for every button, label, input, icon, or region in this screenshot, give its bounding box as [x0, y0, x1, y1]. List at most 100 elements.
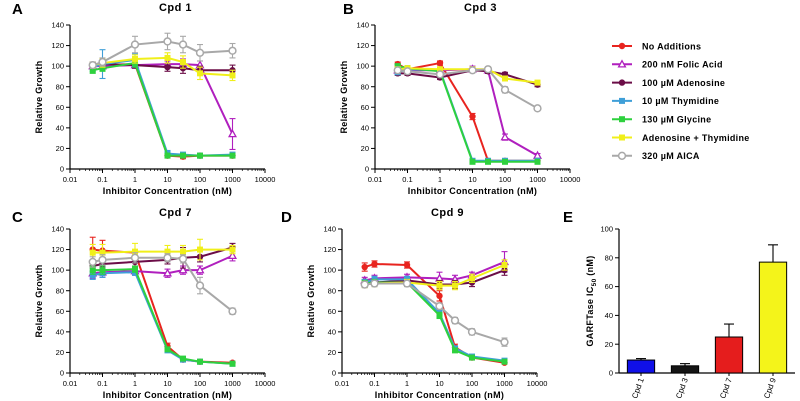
series-4 — [89, 58, 236, 159]
data-point — [500, 337, 509, 347]
panel-d: D 0 20 40 60 80 100 120 140 Relative Growth Cpd 9 0… — [281, 207, 547, 400]
data-point — [360, 280, 369, 289]
data-point — [533, 150, 542, 159]
data-point — [533, 104, 542, 113]
panel-title: Cpd 3 — [464, 2, 497, 14]
y-tick-label: 100 — [51, 62, 64, 71]
data-point — [180, 248, 187, 255]
y-tick-label: 0 — [60, 369, 64, 378]
x-tick-label: 100 — [194, 379, 207, 388]
data-point — [130, 253, 140, 262]
x-axis-label: Inhibitor Concentration (nM) — [103, 186, 232, 196]
panel-a: A 0 20 40 60 80 100 120 140 Relative Growth Cpd 1 0… — [12, 1, 275, 196]
data-point — [195, 48, 205, 57]
y-tick-label: 80 — [361, 82, 369, 91]
series-line — [364, 281, 505, 363]
y-axis-label-main: GARFTase IC — [585, 286, 595, 346]
panel-title: Cpd 9 — [431, 207, 464, 219]
y-tick-label: 40 — [361, 123, 369, 132]
y-tick-label: 140 — [51, 225, 64, 234]
x-tick-label: 1000 — [224, 175, 241, 184]
data-point — [132, 55, 138, 62]
y-tick-label: 100 — [323, 266, 336, 275]
y-tick-label: 40 — [328, 327, 336, 336]
x-tick-label: 1 — [133, 379, 137, 388]
data-point — [132, 248, 138, 255]
x-tick-label: 0.01 — [368, 175, 383, 184]
y-tick-label: 20 — [361, 144, 369, 153]
y-tick-label: 80 — [56, 286, 64, 295]
x-tick-label: 1 — [438, 175, 442, 184]
data-point — [436, 59, 444, 67]
bar — [714, 336, 744, 374]
data-point — [229, 72, 236, 79]
bar — [626, 359, 656, 374]
series-line — [397, 68, 538, 157]
data-point — [469, 275, 475, 282]
y-tick-label: 100 — [600, 225, 613, 234]
data-point — [436, 282, 443, 289]
data-point — [197, 358, 203, 365]
series-line — [92, 61, 233, 157]
x-tick-label: 0.01 — [335, 379, 350, 388]
data-point — [163, 253, 172, 262]
data-point — [88, 60, 97, 70]
legend-marker — [619, 134, 625, 141]
data-point — [89, 67, 96, 74]
data-point — [164, 54, 171, 61]
y-tick-label: 100 — [356, 62, 369, 71]
data-point — [393, 66, 402, 75]
data-point — [435, 301, 444, 311]
data-point — [403, 261, 411, 269]
y-tick-label: 20 — [605, 340, 613, 349]
data-point — [180, 59, 187, 66]
y-axis-label: Relative Growth — [34, 60, 44, 133]
panel-c: C 0 20 40 60 80 100 120 140 Relative Growth Cpd 7 0… — [12, 207, 275, 400]
y-tick-label: 0 — [60, 165, 64, 174]
x-tick-label: 100 — [194, 175, 207, 184]
data-point — [99, 65, 106, 72]
y-tick-label: 20 — [328, 348, 336, 357]
y-tick-label: 60 — [56, 307, 64, 316]
category-label: Cpd 7 — [718, 376, 734, 400]
x-tick-label: 10000 — [560, 175, 581, 184]
panel-label: A — [12, 1, 23, 18]
series-line — [92, 268, 233, 365]
y-tick-label: 120 — [356, 41, 369, 50]
legend-item: Adenosine + Thymidine — [612, 133, 749, 143]
data-point — [469, 354, 475, 361]
legend-item: 130 µM Glycine — [612, 115, 711, 125]
y-tick-label: 0 — [609, 369, 613, 378]
x-axis-label: Inhibitor Concentration (nM) — [375, 390, 504, 400]
x-tick-label: 1000 — [529, 175, 546, 184]
data-point — [99, 267, 106, 274]
data-point — [501, 262, 508, 268]
x-tick-label: 0.1 — [369, 379, 379, 388]
y-axis-label-tail: (nM) — [585, 256, 595, 279]
x-tick-label: 0.1 — [97, 175, 107, 184]
data-point — [197, 246, 203, 253]
legend-item: No Additions — [612, 41, 701, 51]
data-point — [371, 260, 378, 268]
data-point — [435, 70, 445, 79]
panel-title: Cpd 7 — [159, 207, 192, 219]
data-point — [228, 46, 237, 55]
y-tick-label: 120 — [323, 245, 336, 254]
x-tick-label: 0.1 — [402, 175, 412, 184]
series-6 — [88, 252, 237, 316]
data-point — [163, 37, 172, 46]
y-axis-label: Relative Growth — [306, 264, 316, 337]
data-point — [88, 257, 97, 267]
y-axis-label-sub: 50 — [591, 278, 598, 286]
data-point — [89, 272, 96, 279]
y-tick-label: 20 — [56, 144, 64, 153]
y-tick-label: 80 — [56, 82, 64, 91]
panel-label: D — [281, 209, 292, 226]
y-tick-label: 60 — [56, 103, 64, 112]
panel-label: C — [12, 209, 23, 226]
data-point — [452, 282, 459, 289]
legend-marker — [617, 59, 627, 68]
legend-marker — [618, 79, 626, 86]
data-point — [178, 265, 188, 274]
